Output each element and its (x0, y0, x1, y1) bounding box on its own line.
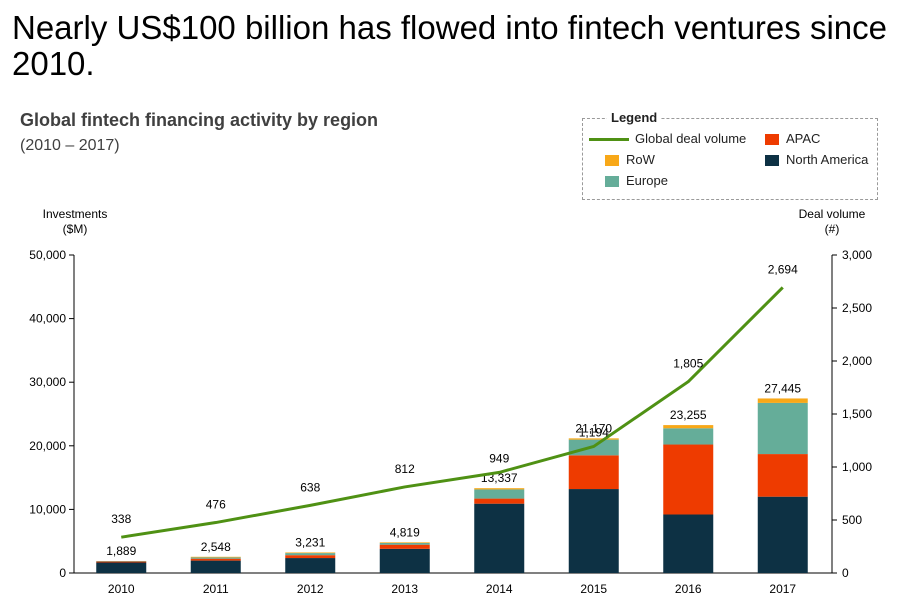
legend-swatch (605, 155, 619, 167)
bar-segment-row (757, 398, 808, 403)
right-axis-tick-label: 1,500 (842, 407, 872, 421)
x-axis-tick-label: 2014 (486, 582, 513, 596)
bar-segment-apac (474, 498, 525, 504)
chart-subtitle: (2010 – 2017) (20, 137, 120, 154)
bar-segment-row (379, 542, 430, 543)
right-axis-tick-label: 0 (842, 566, 849, 580)
right-axis-tick-label: 500 (842, 513, 862, 527)
legend-label: Europe (626, 173, 668, 188)
bar-total-label: 2,548 (201, 540, 231, 554)
bar-segment-europe (285, 553, 336, 556)
bar-total-label: 4,819 (390, 525, 420, 539)
bar-segment-row (568, 438, 619, 440)
legend-swatch (765, 134, 779, 146)
bar-segment-north-america (757, 496, 808, 573)
deal-volume-label: 1,194 (579, 425, 609, 439)
legend-line-swatch (589, 138, 629, 142)
right-axis-tick-label: 2,000 (842, 354, 872, 368)
left-axis-tick-label: 0 (59, 566, 66, 580)
legend-item-europe: Europe (605, 173, 668, 188)
legend-item-row: RoW (605, 152, 655, 167)
x-axis-tick-label: 2017 (769, 582, 796, 596)
legend-item-global-deal-volume: Global deal volume (589, 131, 746, 146)
deal-volume-label: 2,694 (768, 262, 798, 276)
bar-segment-europe (474, 489, 525, 499)
left-axis-tick-label: 20,000 (29, 439, 66, 453)
right-axis-tick-label: 1,000 (842, 460, 872, 474)
legend: Legend Global deal volume APAC RoW North… (582, 110, 878, 200)
bar-segment-apac (568, 455, 619, 490)
bar-segment-europe (96, 561, 147, 562)
bar-total-label: 23,255 (670, 408, 707, 422)
bar-segment-row (190, 556, 241, 558)
right-axis-tick-label: 2,500 (842, 301, 872, 315)
legend-item-apac: APAC (765, 131, 820, 146)
bar-total-label: 21,170 (575, 421, 612, 435)
x-axis-tick-label: 2011 (203, 582, 229, 596)
legend-label: APAC (786, 131, 821, 146)
bar-segment-north-america (663, 514, 714, 573)
right-axis-tick-label: 3,000 (842, 248, 872, 262)
legend-label: RoW (626, 152, 655, 167)
x-axis-tick-label: 2013 (391, 582, 418, 596)
chart-title: Global fintech financing activity by reg… (20, 110, 379, 130)
bar-segment-north-america (474, 503, 525, 573)
bar-total-label: 3,231 (295, 535, 325, 549)
bar-segment-row (285, 552, 336, 554)
bar-total-label: 27,445 (764, 381, 801, 395)
left-axis-tick-label: 30,000 (29, 375, 66, 389)
bar-segment-row (474, 488, 525, 490)
bar-segment-north-america (379, 548, 430, 573)
bar-segment-europe (757, 402, 808, 455)
legend-swatch (605, 176, 619, 188)
bar-segment-europe (379, 542, 430, 545)
headline: Nearly US$100 billion has flowed into fi… (12, 9, 887, 82)
bar-segment-north-america (568, 489, 619, 573)
left-axis-tick-label: 10,000 (29, 502, 66, 516)
x-axis-tick-label: 2012 (297, 582, 324, 596)
legend-title: Legend (607, 110, 662, 125)
bar-segment-apac (285, 555, 336, 559)
left-axis-tick-label: 40,000 (29, 312, 66, 326)
bar-segment-north-america (190, 560, 241, 573)
bar-segment-north-america (285, 558, 336, 573)
bar-segment-europe (190, 557, 241, 559)
bar-segment-apac (379, 544, 430, 549)
deal-volume-line (121, 286, 784, 539)
bar-segment-row (663, 425, 714, 429)
bar-segment-apac (96, 561, 147, 563)
deal-volume-label: 638 (300, 480, 320, 494)
right-axis-label: Deal volume (799, 207, 866, 221)
bar-segment-apac (757, 454, 808, 497)
bar-segment-europe (663, 428, 714, 445)
x-axis-tick-label: 2016 (675, 582, 702, 596)
legend-swatch (765, 155, 779, 167)
bar-segment-apac (663, 444, 714, 515)
deal-volume-label: 949 (489, 451, 509, 465)
deal-volume-label: 1,805 (673, 357, 703, 371)
deal-volume-label: 476 (206, 498, 226, 512)
left-axis-tick-label: 50,000 (29, 248, 66, 262)
right-axis-label: (#) (825, 222, 840, 236)
legend-label: Global deal volume (635, 131, 747, 146)
left-axis-label: ($M) (63, 222, 88, 236)
x-axis-tick-label: 2015 (580, 582, 607, 596)
x-axis-tick-label: 2010 (108, 582, 135, 596)
bar-segment-north-america (96, 562, 147, 573)
left-axis-label: Investments (43, 207, 108, 221)
deal-volume-label: 812 (395, 462, 415, 476)
deal-volume-label: 338 (111, 512, 131, 526)
legend-item-north-america: North America (765, 152, 868, 167)
legend-label: North America (786, 152, 869, 167)
bar-segment-apac (190, 558, 241, 561)
bar-total-label: 1,889 (106, 544, 136, 558)
